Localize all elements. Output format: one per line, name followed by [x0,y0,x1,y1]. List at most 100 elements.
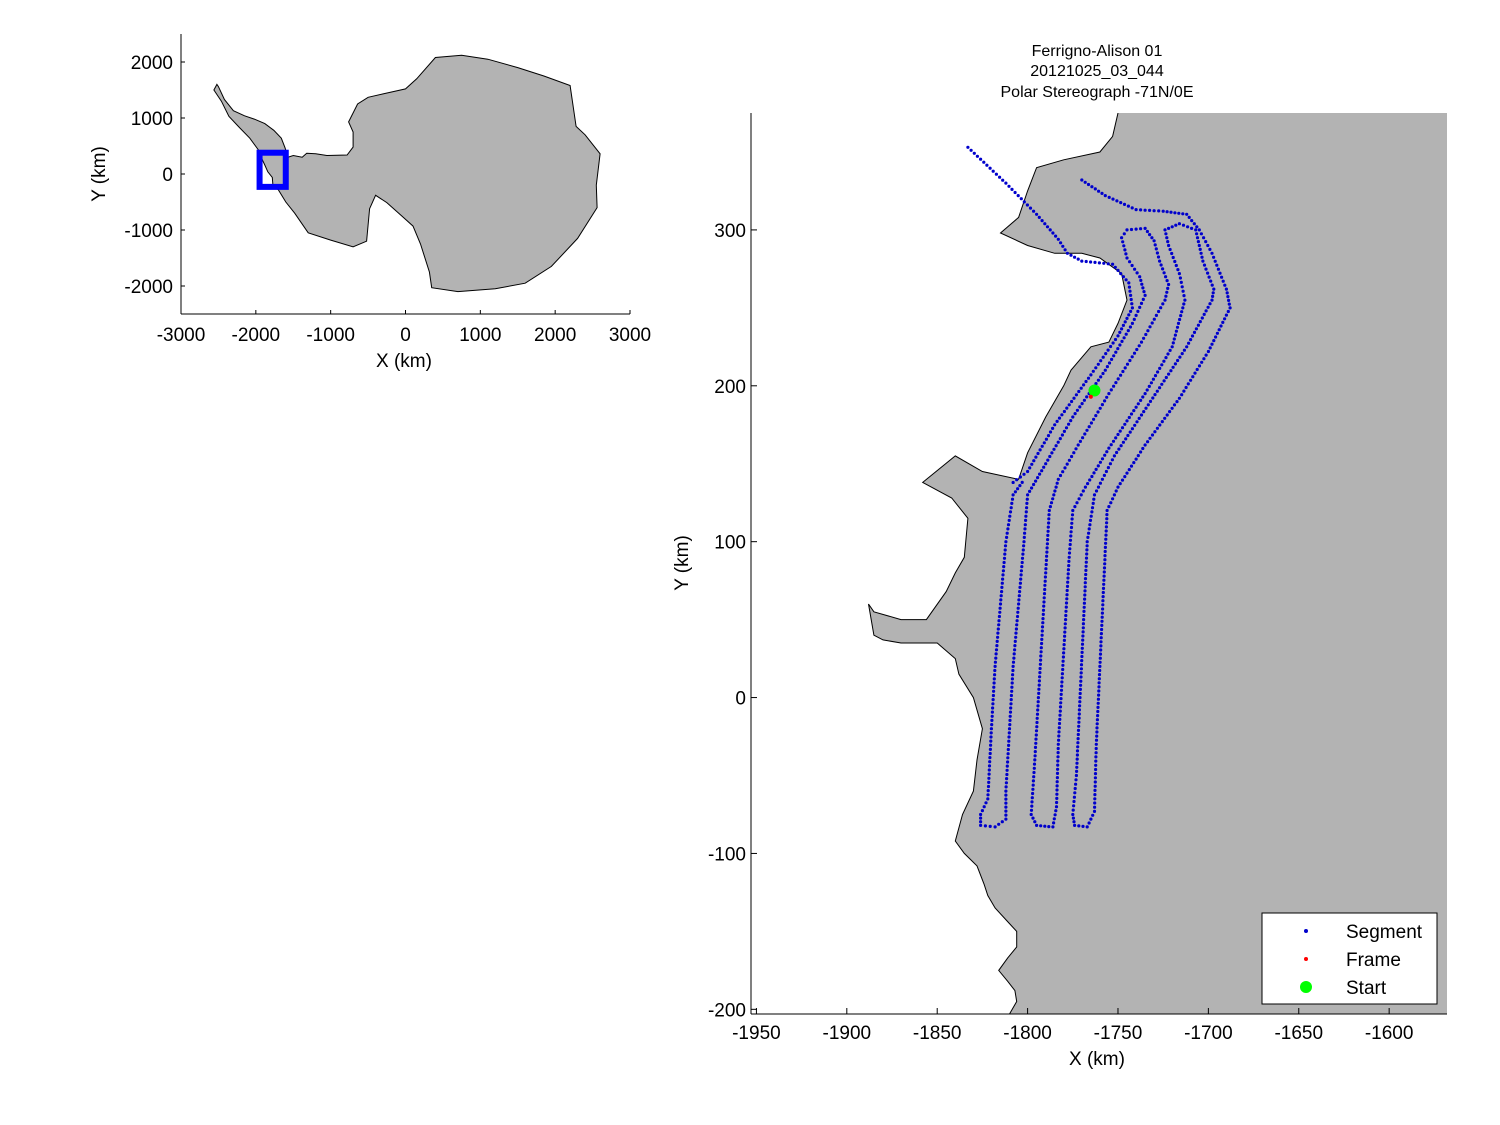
segment-point [1094,751,1098,755]
segment-point [1132,351,1137,355]
segment-point [1191,375,1195,379]
segment-point [1056,755,1060,759]
segment-point [1168,348,1172,352]
segment-point [1059,241,1063,245]
segment-point [1212,287,1216,291]
segment-point [1118,330,1122,334]
segment-point [1185,212,1189,216]
segment-point [1064,613,1068,618]
segment-point [1021,552,1025,556]
segment-point [1195,225,1199,229]
segment-point [1148,325,1152,329]
segment-point [1077,724,1081,728]
chart-title-line-1: Ferrigno-Alison 01 [1032,43,1163,60]
segment-point [1111,497,1115,501]
segment-point [1177,211,1181,215]
segment-point [1030,486,1034,490]
segment-point [1004,813,1008,817]
segment-point [1107,505,1111,509]
segment-point [1081,824,1085,829]
segment-point [1010,685,1014,689]
segment-point [1210,283,1214,287]
segment-point [1023,523,1027,527]
segment-point [988,751,992,756]
segment-point [1081,489,1085,493]
coastline [868,113,1128,1014]
segment-point [1200,360,1204,364]
segment-point [992,681,996,685]
segment-point [1006,523,1011,527]
segment-point [1055,784,1059,788]
segment-point [1143,293,1147,297]
segment-point [1212,339,1216,343]
segment-point [1198,320,1202,324]
segment-point [1195,236,1200,240]
segment-point [1129,297,1133,302]
segment-point [1094,755,1098,759]
segment-point [994,656,998,660]
segment-point [988,824,992,829]
segment-point [1116,347,1120,351]
overview-y-tick-label: -1000 [124,221,173,242]
segment-point [1046,533,1050,538]
segment-point [1004,809,1008,813]
segment-point [1096,464,1100,468]
segment-point [1100,457,1105,461]
segment-point [1037,687,1041,691]
overview-x-tick-label: 3000 [609,325,651,346]
segment-point [1011,668,1015,673]
segment-point [1069,419,1073,423]
segment-point [987,772,991,776]
segment-point [1073,791,1077,795]
segment-point [1123,366,1127,370]
segment-point [980,809,985,813]
segment-point [1172,403,1177,407]
segment-point [1116,485,1120,489]
segment-point [1003,548,1007,552]
segment-point [1061,659,1065,663]
segment-point [1099,375,1103,379]
segment-point [1019,573,1023,577]
segment-point [1035,716,1039,720]
segment-point [1060,680,1064,684]
segment-point [1028,489,1032,493]
segment-point [1034,455,1038,459]
segment-point [1170,225,1174,229]
segment-point [1052,493,1056,497]
segment-point [1165,210,1169,214]
segment-point [1059,692,1063,697]
chart-title-line-2: 20121025_03_044 [1030,63,1164,80]
segment-point [1171,255,1175,260]
segment-point [1031,791,1035,796]
segment-point [1068,542,1072,547]
segment-point [1179,314,1183,318]
segment-point [1166,240,1170,244]
segment-point [1226,295,1230,299]
segment-point [1223,317,1227,321]
segment-point [1098,652,1103,656]
segment-point [1189,378,1193,382]
segment-point [1095,718,1099,722]
segment-point [1075,408,1079,412]
segment-point [1186,225,1190,229]
segment-point [1171,365,1175,369]
segment-point [989,727,994,731]
segment-point [1055,800,1059,805]
segment-point [1153,243,1157,247]
segment-point [1121,240,1125,244]
segment-point [1011,673,1015,677]
segment-point [1017,594,1021,598]
segment-point [1084,568,1088,573]
segment-point [1089,514,1093,518]
segment-point [996,631,1000,635]
segment-point [1084,572,1088,577]
segment-point [1044,567,1048,571]
segment-point [1036,451,1040,456]
segment-point [1042,465,1046,469]
segment-point [1067,551,1072,555]
segment-point [1177,222,1181,226]
segment-point [1011,664,1015,669]
segment-point [1093,776,1097,780]
segment-point [1125,419,1129,423]
segment-point [1157,209,1161,213]
